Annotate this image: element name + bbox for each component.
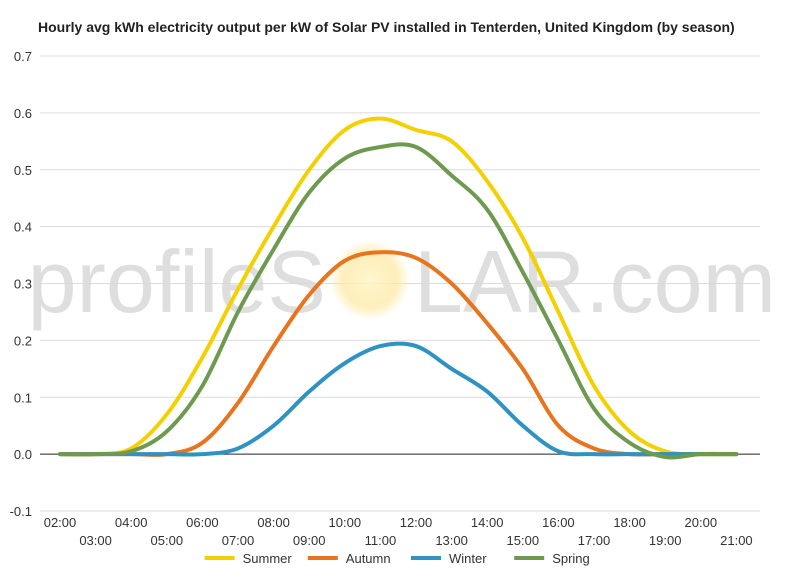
series-line-summer bbox=[58, 116, 739, 457]
x-tick-label: 21:00 bbox=[720, 533, 753, 548]
x-tick-label: 09:00 bbox=[293, 533, 326, 548]
x-tick-label: 02:00 bbox=[44, 515, 77, 530]
x-tick-label: 12:00 bbox=[400, 515, 433, 530]
series-line-spring bbox=[58, 142, 739, 460]
y-tick-label: 0.3 bbox=[14, 277, 32, 292]
y-tick-label: 0.4 bbox=[14, 220, 32, 235]
x-tick-label: 10:00 bbox=[329, 515, 362, 530]
x-tick-label: 17:00 bbox=[578, 533, 611, 548]
y-tick-label: 0.5 bbox=[14, 163, 32, 178]
y-tick-label: 0.7 bbox=[14, 49, 32, 64]
axes: -0.1 0.0 0.1 0.2 0.3 0.4 0.5 0.6 0.7 02:0003:0004… bbox=[10, 49, 753, 548]
x-tick-label: 06:00 bbox=[186, 515, 219, 530]
x-tick-label: 20:00 bbox=[685, 515, 718, 530]
legend-label-autumn: Autumn bbox=[346, 551, 391, 566]
series-line-winter bbox=[58, 341, 739, 457]
legend-label-spring: Spring bbox=[552, 551, 590, 566]
y-tick-label: 0.2 bbox=[14, 333, 32, 348]
watermark: profileS LAR.com bbox=[28, 232, 776, 331]
x-tick-label: 03:00 bbox=[79, 533, 112, 548]
x-tick-label: 13:00 bbox=[435, 533, 468, 548]
x-tick-label: 11:00 bbox=[365, 533, 397, 548]
legend-label-summer: Summer bbox=[243, 551, 293, 566]
y-tick-label: 0.0 bbox=[14, 447, 32, 462]
x-tick-label: 04:00 bbox=[115, 515, 148, 530]
x-tick-label: 18:00 bbox=[613, 515, 646, 530]
legend-label-winter: Winter bbox=[449, 551, 487, 566]
x-tick-label: 16:00 bbox=[542, 515, 575, 530]
y-tick-label: -0.1 bbox=[10, 504, 32, 519]
y-tick-label: 0.1 bbox=[14, 390, 32, 405]
watermark-text-right: LAR.com bbox=[414, 232, 776, 331]
chart-title: Hourly avg kWh electricity output per kW… bbox=[38, 19, 735, 35]
x-tick-label: 08:00 bbox=[257, 515, 290, 530]
x-tick-label: 14:00 bbox=[471, 515, 504, 530]
y-tick-label: 0.6 bbox=[14, 106, 32, 121]
x-tick-label: 19:00 bbox=[649, 533, 682, 548]
x-tick-label: 07:00 bbox=[222, 533, 255, 548]
legend: Summer Autumn Winter Spring bbox=[204, 551, 590, 566]
watermark-text-left: profileS bbox=[28, 232, 326, 331]
x-tick-label: 15:00 bbox=[507, 533, 540, 548]
series-lines bbox=[58, 116, 739, 460]
x-tick-label: 05:00 bbox=[151, 533, 184, 548]
